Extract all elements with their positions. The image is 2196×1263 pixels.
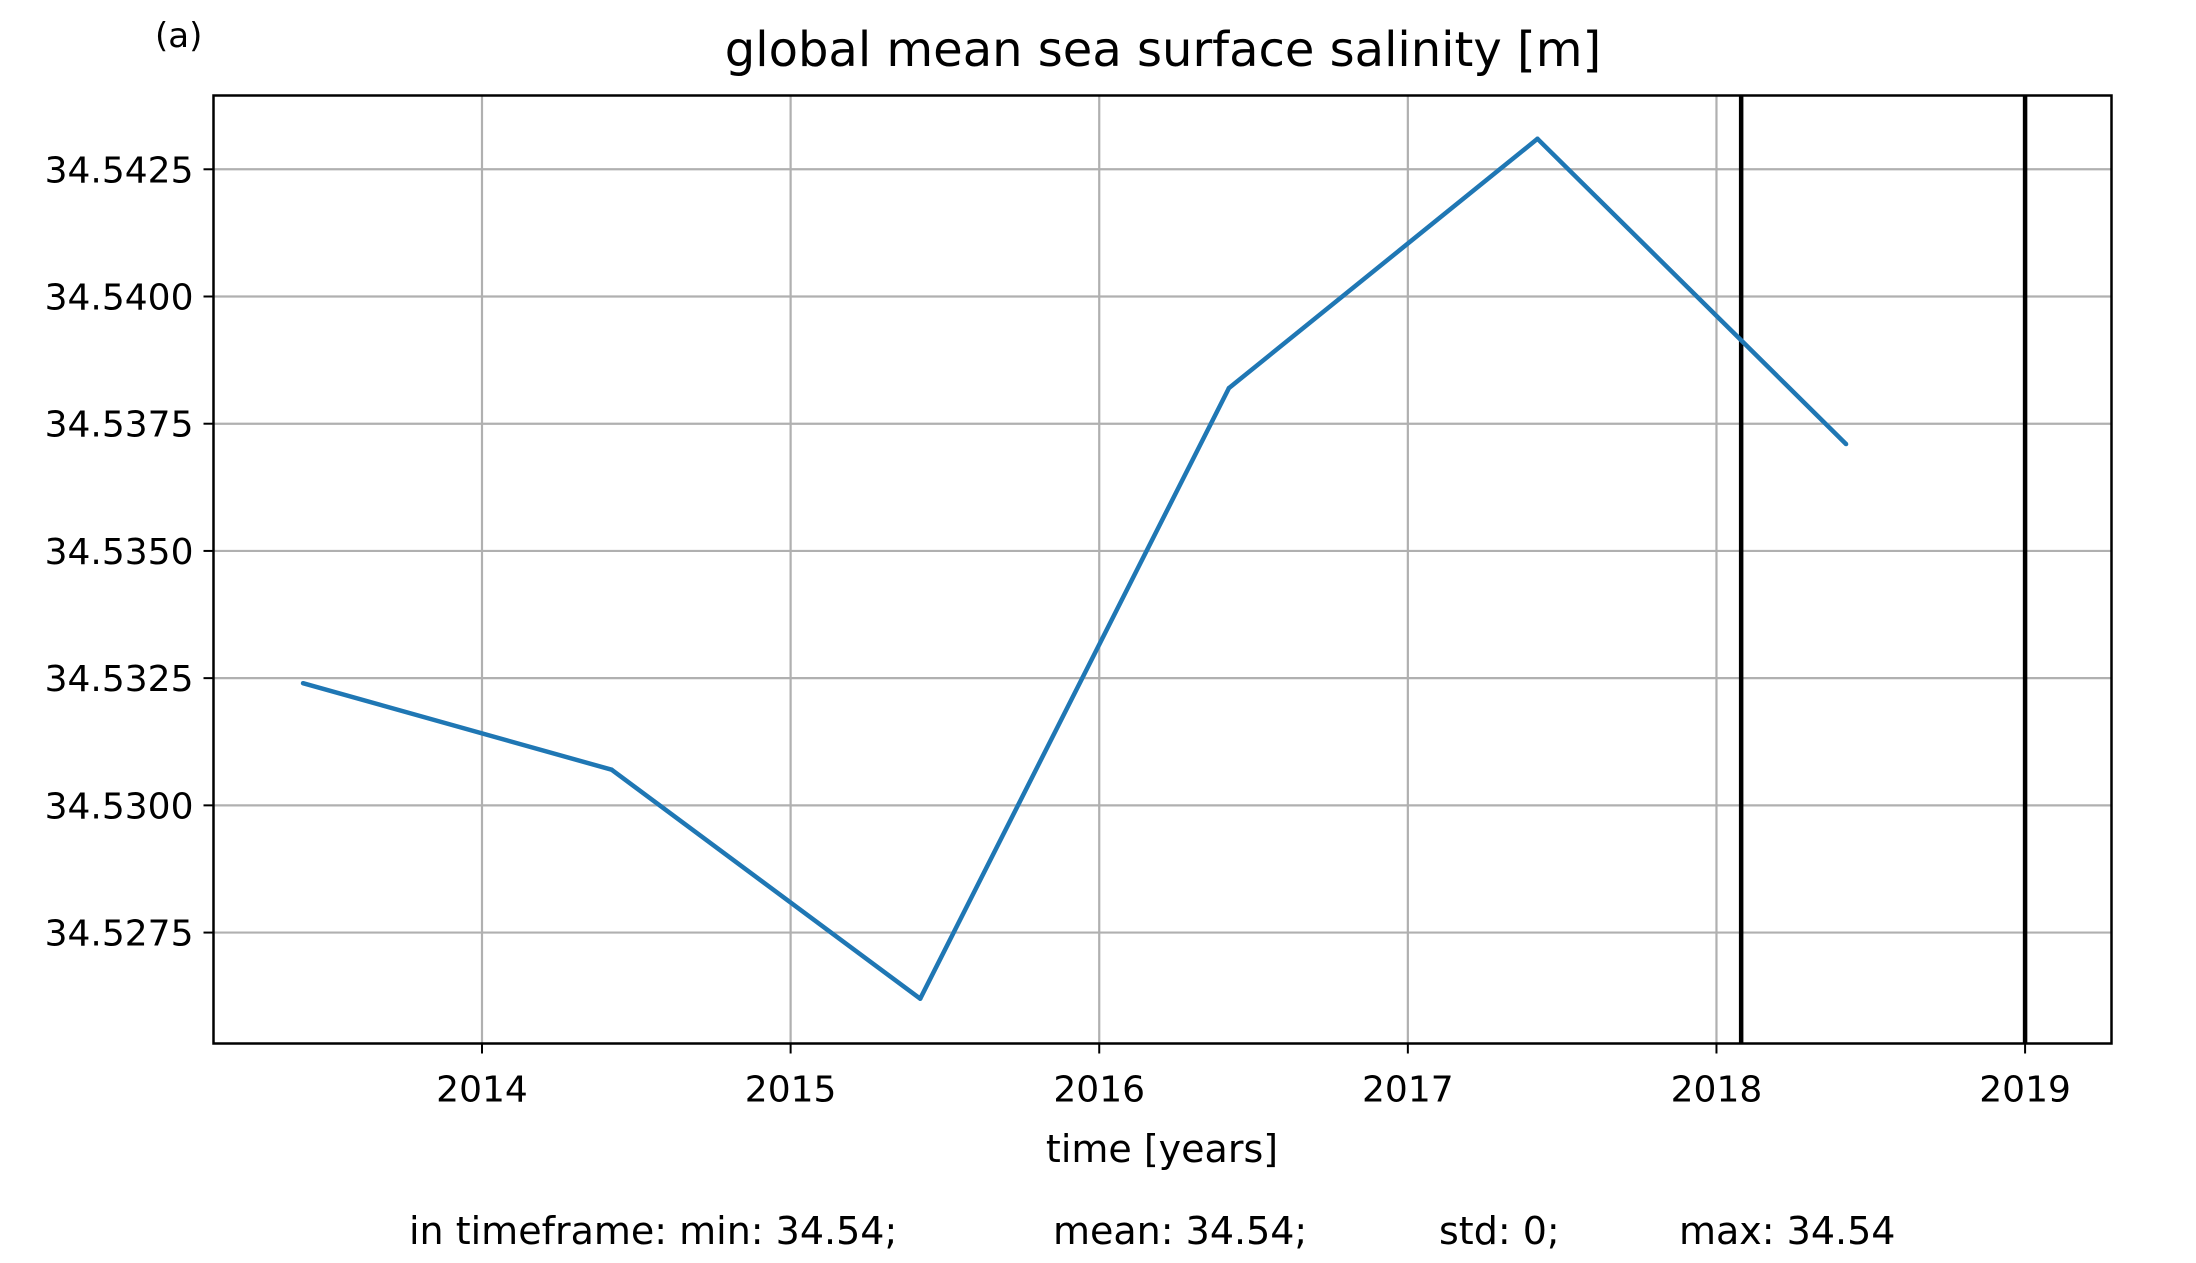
y-tick-label: 34.5275 [45, 914, 194, 955]
x-tick-label: 2017 [1362, 1070, 1454, 1111]
data-point [1535, 136, 1540, 141]
x-tick-label: 2014 [436, 1070, 528, 1111]
series-layer [300, 136, 1849, 1001]
plot-frame [212, 94, 2113, 1045]
y-tick-label: 34.5425 [45, 150, 194, 191]
data-point [1843, 441, 1849, 447]
x-axis-label: time [years] [1046, 1127, 1278, 1171]
y-tick-label: 34.5300 [45, 786, 194, 827]
y-tick-label: 34.5325 [45, 659, 194, 700]
data-point [1226, 385, 1232, 391]
chart-title: global mean sea surface salinity [m] [725, 22, 1601, 78]
vertical-markers [1738, 95, 2028, 1044]
x-tick-label: 2018 [1671, 1070, 1763, 1111]
y-tick-label: 34.5400 [45, 277, 194, 318]
data-point [300, 681, 306, 686]
series-line [302, 136, 1848, 1001]
footer-std: std: 0; [1439, 1209, 1560, 1253]
y-tick-label: 34.5375 [45, 405, 194, 446]
x-tick-label: 2015 [745, 1070, 837, 1111]
data-point [918, 996, 923, 1001]
axis-ticks: 2014 2015 2016 2017 2018 2019 34.5275 34.5300 34… [45, 150, 2071, 1110]
footer-min: in timeframe: min: 34.54; [409, 1209, 897, 1253]
panel-label: (a) [155, 16, 202, 56]
footer-mean: mean: 34.54; [1053, 1209, 1307, 1253]
grid [213, 95, 2112, 1044]
data-point [609, 767, 614, 772]
y-tick-label: 34.5350 [45, 532, 194, 573]
x-tick-label: 2019 [1979, 1070, 2071, 1111]
x-tick-label: 2016 [1053, 1070, 1145, 1111]
footer-max: max: 34.54 [1679, 1209, 1895, 1253]
